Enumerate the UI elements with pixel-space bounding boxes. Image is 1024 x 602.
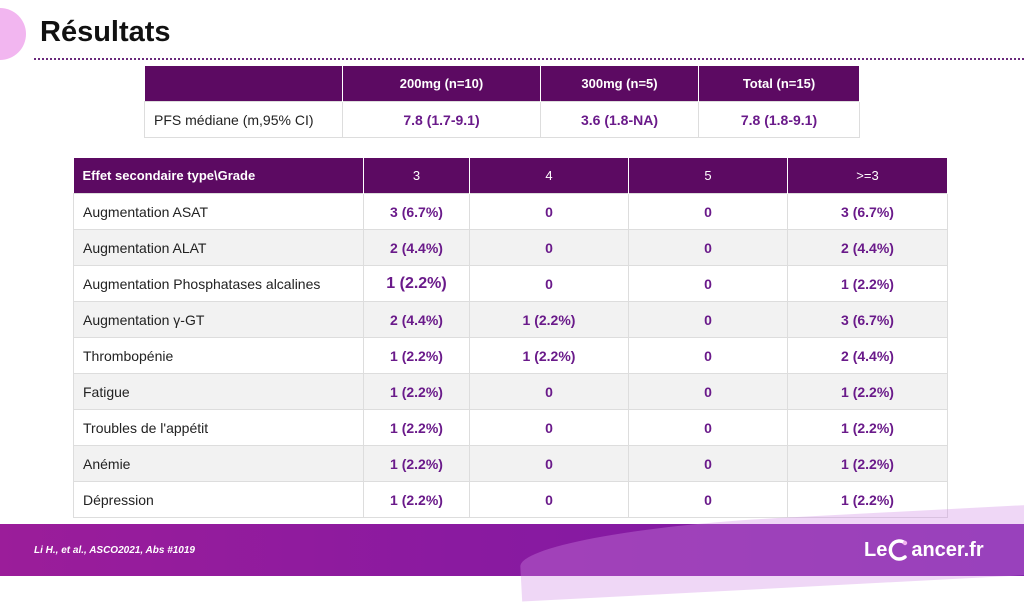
footer-bar: Li H., et al., ASCO2021, Abs #1019 Le an… (0, 504, 1024, 602)
ae-cell: 0 (628, 301, 788, 338)
lecancer-logo[interactable]: Le ancer.fr (864, 538, 984, 562)
ae-cell: 3 (6.7%) (363, 193, 470, 230)
ae-cell: 0 (469, 445, 629, 482)
ae-cell: 1 (2.2%) (363, 481, 470, 518)
ae-cell: 1 (2.2%) (469, 337, 629, 374)
table-row: PFS médiane (m,95% CI) 7.8 (1.7-9.1) 3.6… (144, 101, 860, 138)
ae-cell: 1 (2.2%) (363, 445, 470, 482)
ae-row-label: Augmentation ASAT (73, 193, 364, 230)
ae-cell: 0 (628, 337, 788, 374)
pfs-value-300mg: 3.6 (1.8-NA) (540, 101, 699, 138)
pfs-header-200mg: 200mg (n=10) (342, 66, 541, 102)
ae-cell: 0 (469, 409, 629, 446)
pfs-value-200mg: 7.8 (1.7-9.1) (342, 101, 541, 138)
ae-cell: 1 (2.2%) (787, 409, 948, 446)
ae-row-label: Anémie (73, 445, 364, 482)
ae-cell: 1 (2.2%) (363, 409, 470, 446)
table-row: Augmentation γ-GT 2 (4.4%) 1 (2.2%) 0 3 … (73, 301, 948, 338)
table-row: Anémie 1 (2.2%) 0 0 1 (2.2%) (73, 445, 948, 482)
ae-cell: 0 (628, 229, 788, 266)
ae-cell: 0 (469, 229, 629, 266)
table-row: Augmentation Phosphatases alcalines 1 (2… (73, 265, 948, 302)
ae-cell: 0 (469, 481, 629, 518)
pfs-row-label: PFS médiane (m,95% CI) (144, 101, 343, 138)
table-row: Augmentation ALAT 2 (4.4%) 0 0 2 (4.4%) (73, 229, 948, 266)
ae-cell: 1 (2.2%) (787, 481, 948, 518)
ae-header-grade-4: 4 (469, 158, 629, 194)
title-divider (34, 58, 1024, 60)
ae-cell: 1 (2.2%) (469, 301, 629, 338)
ae-cell: 0 (628, 409, 788, 446)
ae-table-header-row: Effet secondaire type\Grade 3 4 5 >=3 (73, 158, 948, 194)
ae-cell: 2 (4.4%) (363, 301, 470, 338)
ae-row-label: Dépression (73, 481, 364, 518)
table-row: Thrombopénie 1 (2.2%) 1 (2.2%) 0 2 (4.4%… (73, 337, 948, 374)
ae-cell: 2 (4.4%) (787, 337, 948, 374)
decorative-circle (0, 8, 26, 60)
ae-header-type: Effet secondaire type\Grade (73, 158, 364, 194)
ae-cell: 0 (469, 265, 629, 302)
ae-row-label: Troubles de l'appétit (73, 409, 364, 446)
ae-cell: 1 (2.2%) (363, 337, 470, 374)
ae-cell: 0 (628, 445, 788, 482)
slide-title: Résultats (40, 16, 171, 48)
table-row: Fatigue 1 (2.2%) 0 0 1 (2.2%) (73, 373, 948, 410)
ae-row-label: Fatigue (73, 373, 364, 410)
ae-header-grade-5: 5 (628, 158, 788, 194)
ae-row-label: Augmentation γ-GT (73, 301, 364, 338)
pfs-table-header-row: 200mg (n=10) 300mg (n=5) Total (n=15) (144, 66, 860, 102)
ae-header-grade-3: 3 (363, 158, 470, 194)
ae-cell: 2 (4.4%) (363, 229, 470, 266)
ae-cell: 1 (2.2%) (787, 373, 948, 410)
ae-header-grade-3-plus: >=3 (787, 158, 948, 194)
ae-cell: 0 (628, 481, 788, 518)
table-row: Augmentation ASAT 3 (6.7%) 0 0 3 (6.7%) (73, 193, 948, 230)
logo-text-right: ancer.fr (911, 538, 984, 561)
ae-cell: 0 (628, 373, 788, 410)
logo-c-icon (889, 539, 908, 561)
ae-row-label: Augmentation Phosphatases alcalines (73, 265, 364, 302)
pfs-header-300mg: 300mg (n=5) (540, 66, 699, 102)
ae-row-label: Augmentation ALAT (73, 229, 364, 266)
table-row: Troubles de l'appétit 1 (2.2%) 0 0 1 (2.… (73, 409, 948, 446)
pfs-table: 200mg (n=10) 300mg (n=5) Total (n=15) PF… (144, 66, 860, 138)
ae-cell: 0 (469, 193, 629, 230)
ae-cell: 0 (628, 265, 788, 302)
ae-cell: 1 (2.2%) (363, 265, 470, 302)
citation: Li H., et al., ASCO2021, Abs #1019 (34, 545, 195, 556)
ae-cell: 1 (2.2%) (363, 373, 470, 410)
ae-cell: 3 (6.7%) (787, 193, 948, 230)
ae-cell: 1 (2.2%) (787, 265, 948, 302)
ae-cell: 0 (469, 373, 629, 410)
ae-cell: 3 (6.7%) (787, 301, 948, 338)
ae-cell: 0 (628, 193, 788, 230)
ae-row-label: Thrombopénie (73, 337, 364, 374)
logo-text-left: Le (864, 538, 888, 561)
pfs-header-total: Total (n=15) (698, 66, 860, 102)
pfs-value-total: 7.8 (1.8-9.1) (698, 101, 860, 138)
ae-cell: 2 (4.4%) (787, 229, 948, 266)
ae-cell: 1 (2.2%) (787, 445, 948, 482)
adverse-events-table: Effet secondaire type\Grade 3 4 5 >=3 Au… (73, 158, 948, 518)
table-row: Dépression 1 (2.2%) 0 0 1 (2.2%) (73, 481, 948, 518)
pfs-header-empty (144, 66, 343, 102)
